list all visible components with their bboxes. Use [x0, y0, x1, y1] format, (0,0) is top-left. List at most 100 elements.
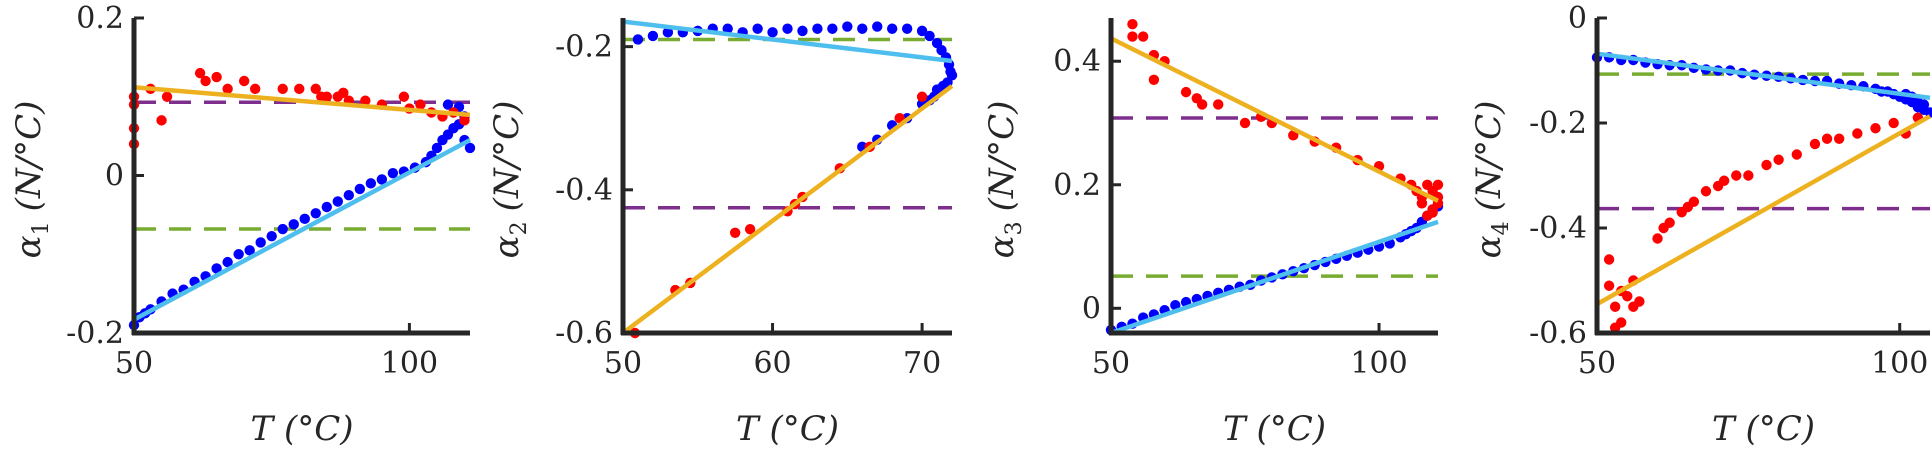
data-point: [1700, 186, 1712, 197]
data-point: [310, 208, 321, 219]
y-tick-label: -0.6: [555, 316, 613, 351]
data-point: [222, 256, 233, 268]
data-point: [916, 25, 928, 37]
x-axis-label: T (°C): [736, 409, 839, 449]
x-tick-label: 100: [1350, 346, 1407, 381]
data-point: [722, 23, 733, 34]
plot-area: [1105, 18, 1444, 336]
data-point: [1743, 170, 1754, 181]
data-point: [1288, 130, 1299, 141]
data-point: [1773, 154, 1784, 165]
data-point: [1416, 198, 1428, 209]
data-point: [277, 223, 288, 235]
x-axis-label: T (°C): [1223, 409, 1326, 449]
y-tick-label: 0: [1568, 1, 1587, 36]
y-tick-label: -0.6: [1529, 316, 1587, 351]
plot-area: [621, 19, 958, 339]
y-tick-label: -0.2: [555, 30, 613, 65]
data-point: [1664, 217, 1675, 228]
data-point: [376, 174, 388, 185]
y-tick-label: -0.4: [555, 173, 613, 208]
data-point: [266, 230, 277, 242]
data-point: [1718, 175, 1730, 186]
x-tick-label: 60: [753, 346, 791, 381]
data-point: [1603, 280, 1615, 291]
fit-line: [1109, 36, 1440, 203]
data-point: [1761, 159, 1772, 171]
data-point: [632, 34, 644, 45]
data-point: [1432, 179, 1444, 190]
x-tick-label: 50: [604, 346, 642, 381]
data-point: [1127, 18, 1138, 30]
y-tick-label: -0.2: [1529, 106, 1587, 141]
data-point: [782, 23, 793, 34]
data-point: [1731, 170, 1742, 181]
fit-line: [621, 84, 954, 335]
data-point: [442, 99, 454, 110]
fit-line: [133, 85, 471, 118]
data-point: [277, 83, 288, 95]
x-tick-label: 50: [1092, 346, 1130, 381]
data-point: [398, 91, 410, 102]
data-point: [812, 23, 823, 34]
data-point: [387, 167, 399, 179]
data-point: [431, 142, 443, 154]
data-point: [1791, 149, 1803, 160]
data-point: [255, 237, 266, 248]
data-point: [744, 223, 756, 235]
data-point: [1924, 107, 1932, 118]
data-point: [288, 219, 299, 230]
data-point: [249, 83, 261, 95]
data-point: [365, 178, 377, 189]
y-axis-label: α4(N/°C): [1469, 101, 1514, 259]
y-tick-label: -0.4: [1529, 211, 1587, 246]
data-point: [200, 75, 211, 87]
y-tick-label: 0: [1082, 291, 1101, 326]
data-point: [464, 142, 476, 154]
y-axis-label: α1(N/°C): [9, 101, 54, 259]
data-point: [647, 30, 659, 42]
data-point: [354, 183, 366, 195]
x-axis-label: T (°C): [250, 409, 353, 449]
data-point: [1888, 117, 1899, 129]
data-point: [321, 201, 332, 213]
data-point: [321, 91, 332, 102]
data-point: [1652, 233, 1663, 244]
data-point: [924, 30, 935, 42]
data-point: [1821, 133, 1833, 144]
data-point: [729, 227, 741, 238]
data-point: [1852, 128, 1863, 139]
data-point: [857, 23, 868, 34]
data-point: [1422, 210, 1433, 221]
data-point: [338, 87, 349, 99]
fit-line: [1596, 51, 1931, 101]
data-point: [332, 196, 344, 207]
data-point: [211, 263, 222, 274]
data-point: [1809, 138, 1821, 150]
data-point: [343, 189, 355, 201]
data-point: [233, 249, 244, 260]
x-tick-label: 100: [381, 346, 438, 381]
data-point: [872, 21, 883, 32]
panel-4: -0.6 -0.4 -0.2 0 50 100 T (°C) α4(N/°C): [1469, 1, 1932, 449]
data-point: [1196, 99, 1208, 110]
data-point: [161, 91, 173, 102]
y-tick-label: 0.2: [76, 1, 124, 36]
y-tick-label: 0.4: [1053, 44, 1101, 79]
data-point: [1870, 123, 1881, 134]
data-point: [901, 23, 913, 34]
plot-area: [128, 67, 476, 331]
data-point: [797, 25, 808, 37]
data-point: [459, 115, 470, 126]
data-point: [156, 115, 167, 126]
y-tick-label: 0.2: [1053, 168, 1101, 203]
data-point: [310, 83, 321, 95]
x-tick-label: 100: [1871, 346, 1928, 381]
x-tick-label: 70: [903, 346, 941, 381]
data-point: [1213, 99, 1224, 110]
data-point: [415, 99, 426, 110]
data-point: [222, 83, 233, 95]
data-point: [1609, 301, 1621, 312]
data-point: [211, 71, 222, 83]
